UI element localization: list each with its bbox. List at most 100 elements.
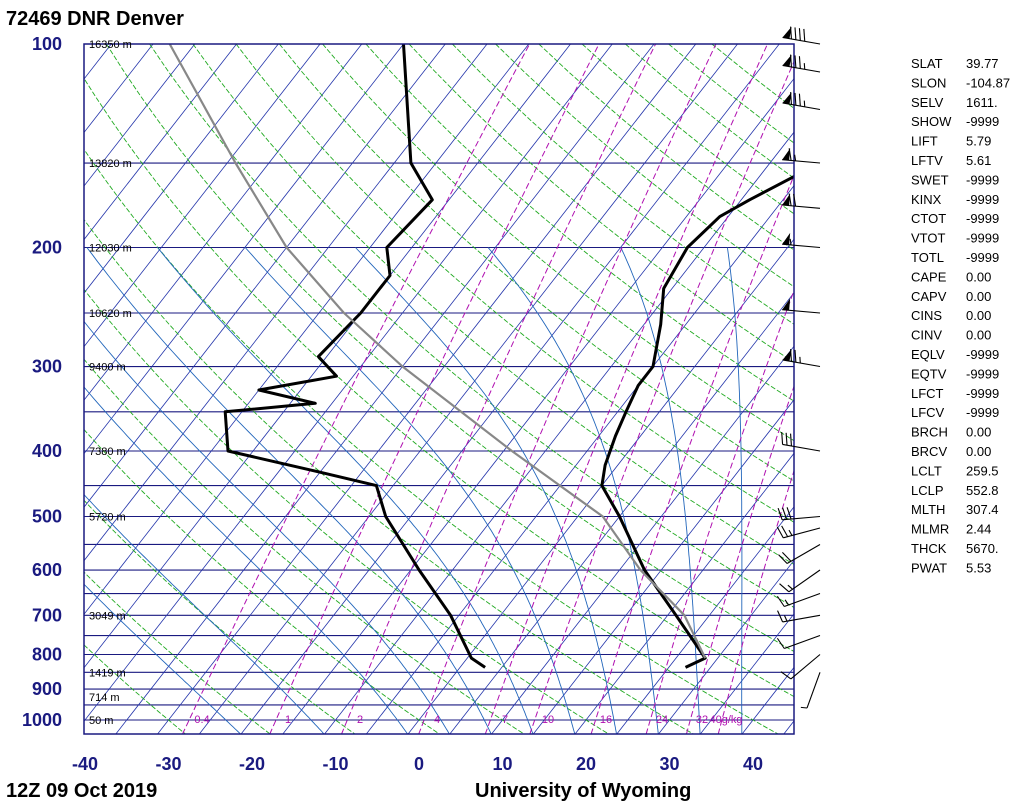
wind-barb-staff bbox=[782, 102, 821, 111]
mixing-ratio-line bbox=[645, 289, 794, 734]
dry-adiabat-line bbox=[235, 44, 794, 523]
index-name: EQTV bbox=[911, 366, 947, 381]
stability-indices-table: SLAT 39.77 SLON -104.87 SELV 1611. SHOW -9999 LI… bbox=[911, 56, 1010, 575]
index-name: LIFT bbox=[911, 134, 938, 149]
temperature-tick-label: -40 bbox=[72, 754, 98, 774]
wind-barb-flag bbox=[777, 507, 783, 520]
wind-barb bbox=[780, 654, 821, 680]
wind-barb-flag bbox=[776, 637, 785, 649]
wind-barb-staff bbox=[782, 359, 821, 368]
mixing-ratio-line bbox=[529, 60, 794, 734]
mixing-ratio-line bbox=[340, 44, 657, 734]
index-name: BRCH bbox=[911, 425, 948, 440]
wind-barb-staff bbox=[806, 672, 821, 709]
dry-adiabat-line bbox=[279, 44, 794, 482]
wind-barb-flag bbox=[798, 56, 801, 69]
dry-adiabat-line bbox=[408, 44, 794, 363]
wind-barb-flag bbox=[776, 595, 785, 607]
index-value: 0.00 bbox=[966, 269, 991, 284]
index-name: CINS bbox=[911, 308, 942, 323]
mixing-ratio-label: 1 bbox=[285, 714, 291, 726]
wind-barb-flag bbox=[794, 55, 797, 68]
wind-barb-flag bbox=[803, 28, 806, 42]
height-label: 12030 m bbox=[89, 242, 132, 254]
temperature-tick-label: -20 bbox=[239, 754, 265, 774]
temperature-tick-label: 20 bbox=[576, 754, 596, 774]
index-value: -9999 bbox=[966, 250, 999, 265]
index-name: TOTL bbox=[911, 250, 944, 265]
mixing-ratio-label: 4 bbox=[434, 714, 440, 726]
index-name: SELV bbox=[911, 95, 944, 110]
dewpoint-profile-line bbox=[223, 44, 486, 669]
wind-barb-flag bbox=[790, 54, 792, 68]
wind-barb bbox=[782, 232, 821, 249]
wind-barb-staff bbox=[788, 569, 821, 593]
wind-barb-pennant bbox=[782, 193, 791, 206]
wind-barb bbox=[782, 148, 821, 164]
mixing-ratio-label: 16 bbox=[600, 714, 612, 726]
index-value: 5.61 bbox=[966, 153, 991, 168]
temperature-tick-label: 40 bbox=[743, 754, 763, 774]
isotherm-line bbox=[699, 613, 794, 734]
height-label: 3049 m bbox=[89, 610, 126, 622]
index-value: 5.53 bbox=[966, 560, 991, 575]
index-value: -9999 bbox=[966, 172, 999, 187]
index-name: SLAT bbox=[911, 56, 943, 71]
index-value: -9999 bbox=[966, 114, 999, 129]
isotherm-line bbox=[157, 44, 697, 734]
isotherm-line bbox=[574, 452, 794, 734]
wind-barb-pennant bbox=[782, 298, 791, 311]
wind-barb bbox=[782, 92, 821, 111]
moist-adiabat-line bbox=[620, 247, 701, 734]
wind-barb-flag bbox=[788, 148, 792, 161]
index-name: LFTV bbox=[911, 153, 943, 168]
dry-adiabat-line bbox=[84, 218, 695, 734]
wind-barb-flag bbox=[794, 349, 797, 363]
wind-barb bbox=[782, 298, 821, 314]
wind-barb-staff bbox=[782, 614, 821, 623]
wind-barb-flag bbox=[776, 526, 784, 539]
dry-adiabat-line bbox=[84, 148, 779, 734]
wind-barb-flag bbox=[781, 525, 789, 537]
dry-adiabat-line bbox=[538, 44, 794, 251]
wind-barb-flag bbox=[798, 28, 801, 41]
isotherm-line bbox=[84, 44, 321, 348]
temperature-tick-label: 30 bbox=[659, 754, 679, 774]
isotherm-line bbox=[0, 44, 28, 734]
index-name: THCK bbox=[911, 541, 947, 556]
observation-time: 12Z 09 Oct 2019 bbox=[6, 780, 157, 802]
wind-barb-half-flag bbox=[794, 154, 797, 161]
dry-adiabat-line bbox=[149, 44, 794, 608]
pressure-tick-label: 700 bbox=[32, 605, 62, 625]
temperature-tick-label: -10 bbox=[322, 754, 348, 774]
moist-adiabat-line bbox=[487, 247, 659, 734]
mixing-ratio-label: 24 bbox=[656, 714, 668, 726]
wind-barb-staff bbox=[782, 243, 821, 249]
wind-barb-half-flag bbox=[789, 238, 792, 246]
wind-barb-staff bbox=[782, 159, 821, 164]
mixing-ratio-label: 0.4 bbox=[194, 714, 209, 726]
mixing-ratio-line bbox=[685, 384, 794, 734]
wind-barb-staff bbox=[782, 443, 821, 452]
wind-barb-staff bbox=[782, 515, 821, 521]
wind-barb-staff bbox=[784, 592, 821, 608]
isotherm-line bbox=[407, 238, 794, 734]
index-value: 552.8 bbox=[966, 483, 999, 498]
mixing-ratio-line bbox=[590, 174, 794, 734]
isotherm-line bbox=[84, 44, 279, 294]
isotherm-line bbox=[84, 44, 404, 455]
isotherm-line bbox=[198, 44, 738, 734]
wind-barb bbox=[777, 507, 821, 521]
moist-adiabat-line bbox=[84, 583, 242, 734]
wind-barb-pennant bbox=[782, 26, 792, 39]
wind-barb-flag bbox=[790, 92, 792, 105]
isotherm-line bbox=[491, 345, 794, 734]
wind-barb-flag bbox=[777, 610, 784, 623]
wind-barb-flag bbox=[794, 92, 797, 106]
dry-adiabat-line bbox=[84, 571, 271, 734]
index-value: 2.44 bbox=[966, 522, 991, 537]
isotherm-line bbox=[84, 44, 363, 401]
wind-barb-staff bbox=[782, 64, 821, 73]
mixing-ratio-line bbox=[484, 44, 768, 734]
wind-barb-flag bbox=[798, 93, 801, 107]
